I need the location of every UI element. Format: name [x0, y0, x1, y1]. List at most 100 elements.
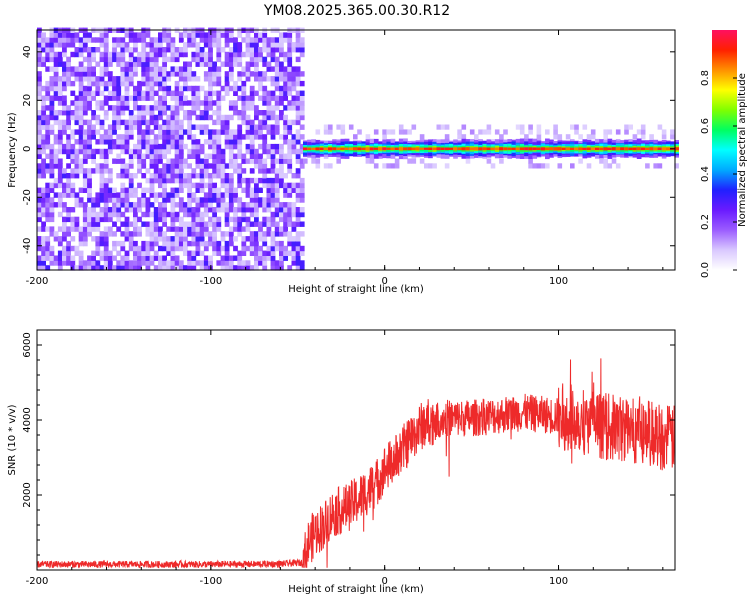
- heatmap-cell: [249, 211, 255, 218]
- heatmap-cell: [124, 255, 130, 261]
- heatmap-cell: [262, 47, 268, 53]
- heatmap-cell: [299, 177, 305, 184]
- heatmap-cell: [291, 207, 297, 213]
- heatmap-cell: [107, 139, 113, 145]
- heatmap-cell: [70, 216, 76, 223]
- heatmap-cell: [112, 37, 117, 43]
- heatmap-cell: [299, 265, 305, 271]
- heatmap-cell: [49, 202, 55, 208]
- heatmap-cell: [91, 51, 96, 58]
- heatmap-cell: [158, 260, 163, 266]
- heatmap-cell: [208, 143, 213, 150]
- heatmap-cell: [124, 32, 130, 38]
- heatmap-cell: [82, 110, 88, 116]
- heatmap-cell: [212, 61, 217, 67]
- heatmap-cell: [208, 66, 213, 72]
- heatmap-cell: [287, 66, 293, 72]
- heatmap-cell: [162, 211, 167, 218]
- heatmap-cell: [245, 177, 251, 184]
- heatmap-cell: [162, 71, 167, 77]
- heatmap-cell: [45, 236, 51, 242]
- heatmap-cell: [640, 129, 646, 135]
- heatmap-cell: [120, 42, 126, 48]
- heatmap-cell: [208, 139, 213, 145]
- heatmap-cell: [254, 158, 259, 164]
- heatmap-cell: [37, 255, 42, 261]
- heatmap-cell: [258, 32, 263, 38]
- heatmap-cell: [270, 143, 276, 150]
- heatmap-cell: [107, 90, 113, 96]
- heatmap-cell: [274, 197, 280, 203]
- heatmap-cell: [62, 51, 67, 58]
- heatmap-cell: [220, 158, 226, 164]
- heatmap-cell: [149, 119, 155, 126]
- heatmap-cell: [187, 231, 192, 237]
- heatmap-cell: [78, 134, 84, 140]
- heatmap-cell: [145, 71, 151, 77]
- heatmap-band-cell: [565, 147, 571, 151]
- heatmap-cell: [91, 221, 96, 227]
- heatmap-cell: [162, 100, 167, 106]
- heatmap-cell: [582, 124, 588, 130]
- heatmap-cell: [91, 202, 96, 208]
- heatmap-cell: [49, 255, 55, 261]
- heatmap-cell: [49, 124, 55, 130]
- heatmap-cell: [191, 226, 197, 232]
- heatmap-cell: [57, 143, 63, 150]
- heatmap-cell: [245, 245, 251, 252]
- heatmap-cell: [70, 245, 76, 252]
- heatmap-cell: [279, 143, 284, 150]
- heatmap-cell: [270, 148, 276, 155]
- heatmap-cell: [141, 37, 147, 43]
- heatmap-cell: [178, 105, 184, 111]
- heatmap-cell: [291, 47, 297, 53]
- heatmap-cell: [237, 173, 243, 179]
- heatmap-cell: [57, 51, 63, 58]
- heatmap-cell: [237, 129, 243, 135]
- heatmap-cell: [78, 202, 84, 208]
- heatmap-cell: [82, 211, 88, 218]
- heatmap-cell: [266, 95, 272, 101]
- heatmap-cell: [37, 153, 42, 159]
- heatmap-cell: [174, 158, 180, 164]
- heatmap-cell: [166, 90, 172, 96]
- heatmap-cell: [116, 56, 122, 63]
- heatmap-cell: [187, 202, 192, 208]
- heatmap-cell: [241, 153, 247, 159]
- heatmap-cell: [91, 56, 96, 63]
- heatmap-cell: [266, 182, 272, 189]
- heatmap-cell: [432, 163, 437, 169]
- heatmap-cell: [174, 211, 180, 218]
- heatmap-cell: [228, 114, 234, 121]
- heatmap-cell: [291, 71, 297, 77]
- heatmap-cell: [203, 192, 209, 198]
- heatmap-cell: [216, 221, 222, 227]
- heatmap-cell: [103, 226, 109, 232]
- heatmap-cell: [245, 158, 251, 164]
- heatmap-cell: [224, 163, 230, 169]
- heatmap-cell: [57, 110, 63, 116]
- heatmap-cell: [237, 260, 243, 266]
- heatmap-band-cell: [507, 147, 513, 150]
- heatmap-cell: [120, 110, 126, 116]
- heatmap-cell: [87, 124, 92, 130]
- heatmap-cell: [254, 76, 259, 82]
- heatmap-cell: [78, 42, 84, 48]
- heatmap-cell: [74, 71, 80, 77]
- heatmap-cell: [199, 47, 205, 53]
- heatmap-cell: [74, 226, 80, 232]
- heatmap-cell: [74, 265, 80, 271]
- heatmap-cell: [53, 66, 59, 72]
- heatmap-cell: [133, 90, 138, 96]
- heatmap-cell: [195, 124, 201, 130]
- heatmap-cell: [107, 216, 113, 223]
- heatmap-cell: [195, 226, 201, 232]
- heatmap-cell: [53, 182, 59, 189]
- heatmap-cell: [116, 197, 122, 203]
- heatmap-cell: [233, 158, 238, 164]
- heatmap-cell: [41, 110, 46, 116]
- heatmap-cell: [224, 265, 230, 271]
- heatmap-cell: [158, 114, 163, 121]
- heatmap-cell: [178, 119, 184, 126]
- heatmap-cell: [245, 216, 251, 223]
